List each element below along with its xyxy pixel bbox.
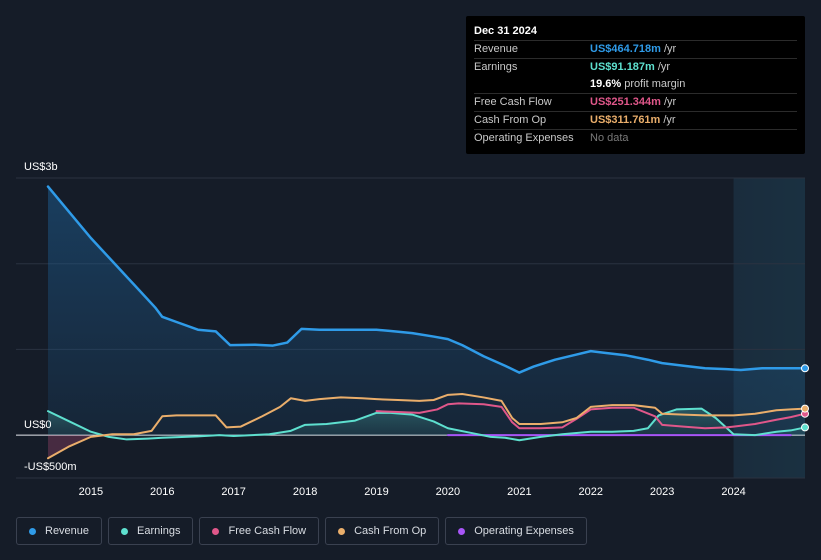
x-axis-tick-label: 2019	[364, 486, 388, 498]
tooltip-label: Earnings	[474, 61, 518, 73]
tooltip-unit: /yr	[663, 114, 676, 126]
cash-from-op-line	[47, 393, 806, 460]
tooltip-value: US$91.187m	[590, 61, 655, 73]
earnings-end-point	[801, 423, 809, 432]
y-axis-label: US$3b	[24, 161, 58, 173]
revenue-end-point	[801, 364, 809, 373]
tooltip-value: US$464.718m	[590, 43, 661, 55]
legend-dot-icon	[338, 527, 346, 535]
legend-label: Revenue	[45, 525, 90, 537]
tooltip-unit: /yr	[663, 43, 677, 55]
tooltip-value: US$251.344m	[590, 96, 661, 108]
earnings-line	[47, 407, 806, 442]
legend-item-operating-expenses[interactable]: Operating Expenses	[445, 517, 587, 545]
tooltip-label: Operating Expenses	[474, 132, 574, 144]
tooltip-unit: /yr	[663, 96, 677, 108]
y-axis-label: -US$500m	[24, 461, 77, 473]
tooltip-label: Cash From Op	[474, 114, 547, 126]
tooltip-row-fcf: Free Cash Flow US$251.344m /yr	[474, 93, 797, 111]
tooltip-row-opex: Operating Expenses No data	[474, 129, 797, 147]
x-axis-tick-label: 2018	[293, 486, 317, 498]
x-axis-tick-label: 2017	[221, 486, 245, 498]
legend-dot-icon	[458, 527, 466, 535]
cash-from-op-end-point	[801, 404, 809, 413]
x-axis-tick-label: 2016	[150, 486, 174, 498]
legend-label: Cash From Op	[354, 525, 427, 537]
tooltip-label: Free Cash Flow	[474, 96, 552, 108]
legend-dot-icon	[29, 527, 36, 535]
revenue-area	[48, 186, 805, 436]
profit-margin-value: 19.6%	[590, 78, 622, 90]
tooltip-row-cfo: Cash From Op US$311.761m /yr	[474, 111, 797, 129]
tooltip-row-earnings: Earnings US$91.187m /yr	[474, 58, 797, 76]
legend-label: Earnings	[137, 525, 181, 537]
tooltip-value: No data	[590, 132, 629, 144]
tooltip-unit: /yr	[657, 61, 671, 73]
legend-dot-icon	[212, 527, 220, 535]
legend: Revenue Earnings Free Cash Flow Cash Fro…	[16, 517, 587, 545]
x-axis-tick-label: 2023	[650, 486, 674, 498]
x-axis-tick-label: 2022	[579, 486, 603, 498]
legend-label: Free Cash Flow	[228, 525, 307, 537]
x-axis-tick-label: 2020	[436, 486, 460, 498]
legend-item-earnings[interactable]: Earnings	[108, 517, 194, 545]
free-cash-flow-line	[375, 402, 806, 430]
x-axis-tick-label: 2015	[79, 486, 103, 498]
tooltip-panel: Dec 31 2024 Revenue US$464.718m /yr Earn…	[466, 16, 805, 154]
legend-item-free-cash-flow[interactable]: Free Cash Flow	[199, 517, 320, 545]
y-axis-label: US$0	[24, 419, 52, 431]
tooltip-date: Dec 31 2024	[474, 25, 537, 37]
tooltip-row-margin: 19.6% profit margin	[474, 76, 797, 93]
revenue-line	[46, 185, 807, 374]
tooltip-label: Revenue	[474, 43, 519, 55]
x-axis-tick-label: 2024	[721, 486, 745, 498]
legend-item-cash-from-op[interactable]: Cash From Op	[325, 517, 440, 545]
legend-item-revenue[interactable]: Revenue	[16, 517, 103, 545]
legend-label: Operating Expenses	[474, 525, 574, 537]
profit-margin-text: profit margin	[624, 78, 686, 90]
legend-dot-icon	[121, 527, 129, 535]
tooltip-value: US$311.761m	[590, 114, 661, 126]
x-axis-tick-label: 2021	[507, 486, 531, 498]
tooltip-row-revenue: Revenue US$464.718m /yr	[474, 40, 797, 58]
